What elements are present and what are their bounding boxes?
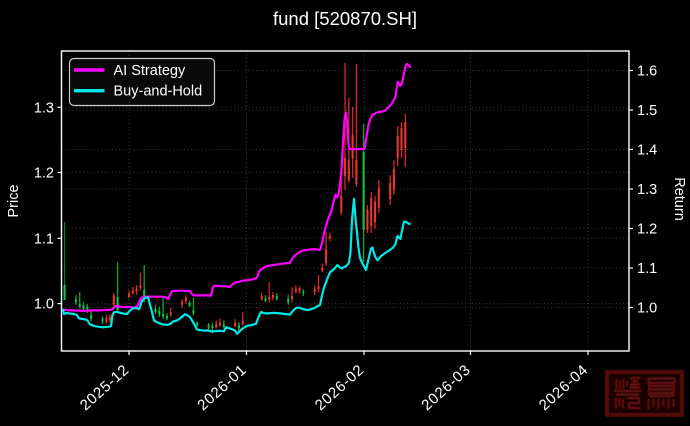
svg-text:Buy-and-Hold: Buy-and-Hold <box>114 84 203 100</box>
svg-text:1.0: 1.0 <box>637 301 657 317</box>
svg-text:AI Strategy: AI Strategy <box>114 63 186 79</box>
svg-text:1.2: 1.2 <box>637 222 657 238</box>
svg-text:fund [520870.SH]: fund [520870.SH] <box>273 8 417 29</box>
svg-text:1.0: 1.0 <box>34 297 54 313</box>
svg-text:1.2: 1.2 <box>34 166 54 182</box>
svg-text:1.4: 1.4 <box>637 143 657 159</box>
svg-text:1.1: 1.1 <box>34 231 54 247</box>
svg-text:Price: Price <box>6 184 22 217</box>
svg-text:Return: Return <box>671 177 687 221</box>
svg-text:1.6: 1.6 <box>637 64 657 80</box>
svg-text:1.3: 1.3 <box>34 100 54 116</box>
svg-text:1.5: 1.5 <box>637 103 657 119</box>
svg-text:1.3: 1.3 <box>637 182 657 198</box>
svg-text:1.1: 1.1 <box>637 261 657 277</box>
